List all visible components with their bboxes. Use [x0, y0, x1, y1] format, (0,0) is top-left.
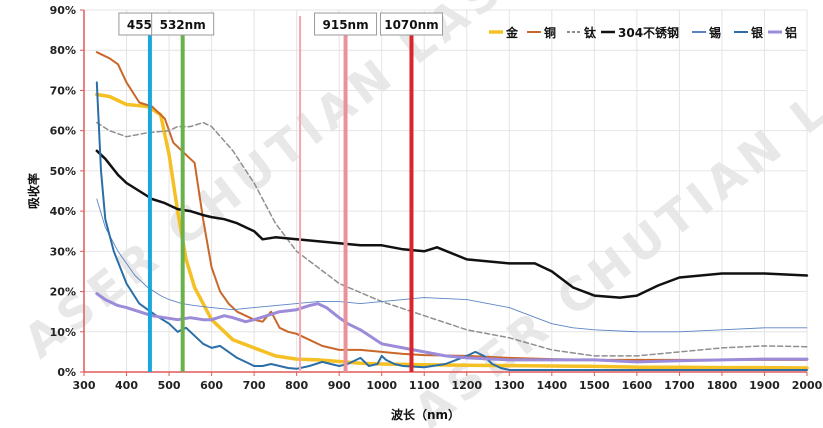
legend-label: 钛	[584, 25, 597, 40]
x-tick-label: 600	[200, 379, 223, 392]
series-line-3	[95, 149, 809, 299]
x-tick-label: 1000	[366, 379, 397, 392]
legend-label: 金	[505, 25, 519, 40]
y-tick-label: 40%	[50, 205, 76, 218]
x-tick-label: 900	[328, 379, 351, 392]
y-tick-label: 20%	[50, 286, 76, 299]
x-tick-label: 1400	[537, 379, 568, 392]
x-tick-label: 700	[243, 379, 266, 392]
wavelength-label: 915nm	[323, 18, 369, 32]
x-tick-label: 300	[73, 379, 96, 392]
series-line-0	[95, 92, 809, 370]
wavelength-label-box	[314, 12, 378, 36]
wavelength-label: 532nm	[160, 18, 206, 32]
x-tick-label: 1800	[707, 379, 738, 392]
gridlines	[84, 9, 808, 372]
wavelength-label: 1070nm	[384, 18, 438, 32]
y-tick-label: 80%	[50, 44, 76, 57]
legend-label: 铝	[785, 25, 797, 40]
y-tick-label: 50%	[50, 165, 76, 178]
y-tick-label: 30%	[50, 245, 76, 258]
legend-label: 银	[751, 25, 764, 40]
wavelength-label-box	[151, 12, 215, 36]
x-tick-label: 1700	[664, 379, 695, 392]
series-lines	[95, 51, 809, 371]
series-line-6	[95, 292, 809, 364]
wavelength-label-box	[379, 12, 443, 36]
x-tick-label: 500	[158, 379, 181, 392]
legend-label: 锡	[709, 25, 721, 40]
x-tick-label: 800	[285, 379, 308, 392]
y-tick-label: 70%	[50, 84, 76, 97]
x-axis-title: 波长（nm）	[391, 407, 460, 422]
y-tick-label: 90%	[50, 4, 76, 17]
y-tick-label: 60%	[50, 125, 76, 138]
legend-label: 铜	[544, 25, 556, 40]
x-tick-label: 2000	[792, 379, 823, 392]
x-tick-label: 1900	[749, 379, 780, 392]
series-line-4	[96, 198, 808, 333]
y-tick-label: 10%	[50, 326, 76, 339]
y-tick-label: 0%	[57, 366, 76, 379]
watermark-text: ASER CHUTIAN LASER	[14, 0, 577, 369]
x-tick-label: 1600	[622, 379, 653, 392]
x-tick-label: 1500	[579, 379, 610, 392]
x-tick-label: 1300	[494, 379, 525, 392]
x-tick-label: 400	[115, 379, 138, 392]
y-axis-title: 吸收率	[26, 173, 41, 209]
series-line-2	[96, 121, 808, 357]
legend-label: 304不锈钢	[618, 25, 679, 40]
x-tick-label: 1100	[409, 379, 440, 392]
legend: 金 铜 钛 304不锈钢 锡 银 铝	[489, 25, 797, 40]
series-line-5	[95, 81, 808, 371]
x-tick-label: 1200	[451, 379, 482, 392]
